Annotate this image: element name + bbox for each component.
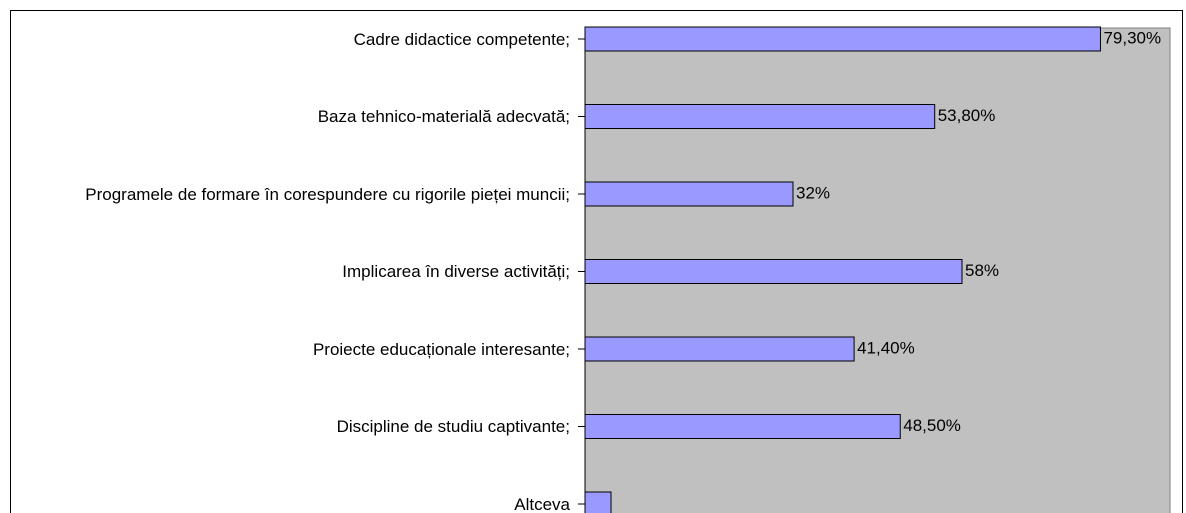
y-tick-label-box: Discipline de studiu captivante; bbox=[10, 397, 570, 457]
bar bbox=[584, 104, 936, 129]
y-tick-label-box: Cadre didactice competente; bbox=[10, 9, 570, 69]
value-label: 48,50% bbox=[903, 416, 961, 435]
y-tick-label: Cadre didactice competente; bbox=[353, 29, 570, 49]
y-tick-label: Programele de formare în corespundere cu… bbox=[85, 184, 570, 204]
y-tick-label-box: Implicarea în diverse activități; bbox=[10, 242, 570, 302]
bar bbox=[584, 259, 963, 284]
y-tick-label-box: Altceva bbox=[10, 474, 570, 513]
y-tick-label: Proiecte educaționale interesante; bbox=[312, 339, 570, 359]
value-label: 79,30% bbox=[1103, 28, 1161, 47]
y-tick-label: Altceva bbox=[514, 494, 570, 513]
bar bbox=[584, 336, 855, 362]
y-tick-label-box: Baza tehnico-materială adecvată; bbox=[10, 87, 570, 147]
y-tick-label: Discipline de studiu captivante; bbox=[336, 417, 570, 436]
value-label: 53,80% bbox=[938, 106, 996, 125]
bar bbox=[584, 491, 612, 513]
bar bbox=[584, 414, 901, 439]
y-tick-label-box: Proiecte educaționale interesante; bbox=[10, 319, 570, 379]
value-label: 58% bbox=[965, 261, 999, 280]
value-label: 41,40% bbox=[857, 338, 915, 357]
value-label: 32% bbox=[796, 183, 830, 202]
y-tick-label: Implicarea în diverse activități; bbox=[342, 262, 570, 281]
y-tick-label: Baza tehnico-materială adecvată; bbox=[317, 107, 570, 126]
y-tick-label-box: Programele de formare în corespundere cu… bbox=[10, 164, 570, 224]
bar bbox=[584, 181, 794, 207]
bar bbox=[584, 26, 1101, 52]
